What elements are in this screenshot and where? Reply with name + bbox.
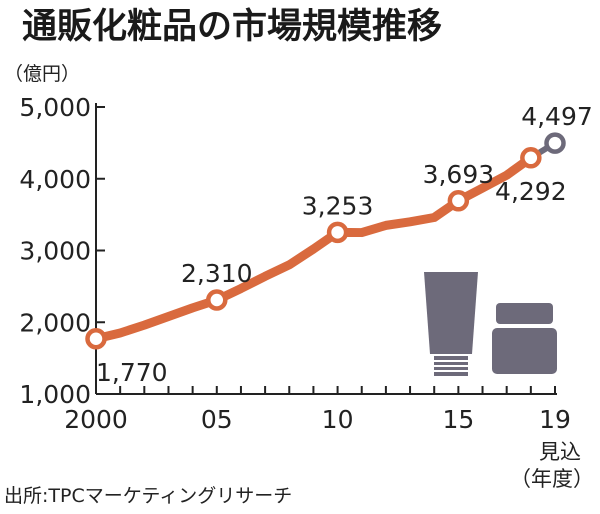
y-tick-label: 3,000 bbox=[19, 237, 91, 266]
cosmetic-tube-icon bbox=[424, 272, 478, 376]
x-tick-label: 2000 bbox=[64, 405, 128, 434]
data-label: 4,497 bbox=[521, 102, 593, 131]
data-label: 3,693 bbox=[423, 160, 495, 189]
x-axis-label: （年度） bbox=[510, 467, 594, 491]
forecast-label: 見込 bbox=[539, 440, 581, 464]
data-label: 1,770 bbox=[96, 358, 168, 387]
unit-label: （億円） bbox=[4, 63, 80, 85]
y-ticks: 1,000 2,000 3,000 4,000 5,000 bbox=[19, 93, 105, 409]
point-marker bbox=[447, 190, 470, 212]
cosmetic-jar-icon bbox=[492, 303, 557, 374]
chart-title: 通販化粧品の市場規模推移 bbox=[22, 7, 442, 47]
data-label: 2,310 bbox=[181, 259, 253, 288]
source-note: 出所:TPCマーケティングリサーチ bbox=[4, 485, 292, 507]
x-tick-label: 19 bbox=[539, 405, 571, 434]
x-ticks: 2000 05 10 15 19 bbox=[64, 386, 571, 434]
point-markers bbox=[85, 132, 566, 350]
point-marker bbox=[326, 221, 349, 244]
data-label: 4,292 bbox=[495, 177, 567, 206]
point-marker bbox=[85, 328, 107, 350]
data-label: 3,253 bbox=[302, 191, 374, 220]
axes bbox=[95, 103, 557, 395]
y-tick-label: 2,000 bbox=[19, 308, 91, 337]
y-tick-label: 4,000 bbox=[19, 165, 91, 194]
y-tick-label: 5,000 bbox=[19, 93, 91, 122]
x-tick-label: 10 bbox=[322, 405, 354, 434]
point-marker bbox=[544, 132, 566, 154]
point-marker bbox=[520, 147, 542, 169]
x-tick-label: 05 bbox=[201, 405, 233, 434]
point-marker bbox=[206, 289, 228, 311]
y-tick-label: 1,000 bbox=[19, 380, 91, 409]
x-tick-label: 15 bbox=[442, 405, 474, 434]
